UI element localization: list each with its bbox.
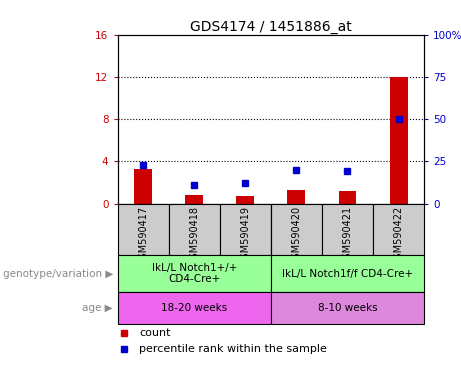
Bar (373, 204, 424, 255)
Bar (338, 191, 356, 204)
Text: GSM590417: GSM590417 (138, 206, 148, 265)
Text: genotype/variation ▶: genotype/variation ▶ (3, 268, 113, 279)
Text: GSM590419: GSM590419 (240, 206, 250, 265)
Text: IkL/L Notch1f/f CD4-Cre+: IkL/L Notch1f/f CD4-Cre+ (282, 268, 413, 279)
Bar (271, 204, 322, 255)
Text: GSM590421: GSM590421 (343, 206, 353, 265)
Text: percentile rank within the sample: percentile rank within the sample (139, 344, 327, 354)
Bar (220, 204, 271, 255)
Text: GSM590420: GSM590420 (291, 206, 301, 265)
Bar (169, 204, 220, 255)
Text: age ▶: age ▶ (83, 303, 113, 313)
Bar (185, 195, 203, 204)
Bar (118, 255, 271, 292)
Bar (236, 196, 254, 204)
Text: 8-10 weeks: 8-10 weeks (318, 303, 377, 313)
Text: GSM590422: GSM590422 (394, 206, 403, 265)
Text: IkL/L Notch1+/+
CD4-Cre+: IkL/L Notch1+/+ CD4-Cre+ (152, 263, 237, 285)
Bar (390, 77, 408, 204)
Bar (322, 204, 373, 255)
Text: GSM590418: GSM590418 (189, 206, 199, 265)
Text: count: count (139, 328, 171, 338)
Bar (271, 292, 424, 324)
Bar (271, 255, 424, 292)
Bar (118, 204, 169, 255)
Bar (134, 169, 152, 204)
Title: GDS4174 / 1451886_at: GDS4174 / 1451886_at (190, 20, 352, 33)
Bar (288, 190, 305, 204)
Bar (118, 292, 271, 324)
Text: 18-20 weeks: 18-20 weeks (161, 303, 227, 313)
